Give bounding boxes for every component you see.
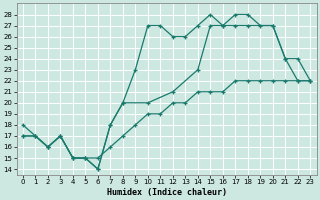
X-axis label: Humidex (Indice chaleur): Humidex (Indice chaleur) [107,188,227,197]
